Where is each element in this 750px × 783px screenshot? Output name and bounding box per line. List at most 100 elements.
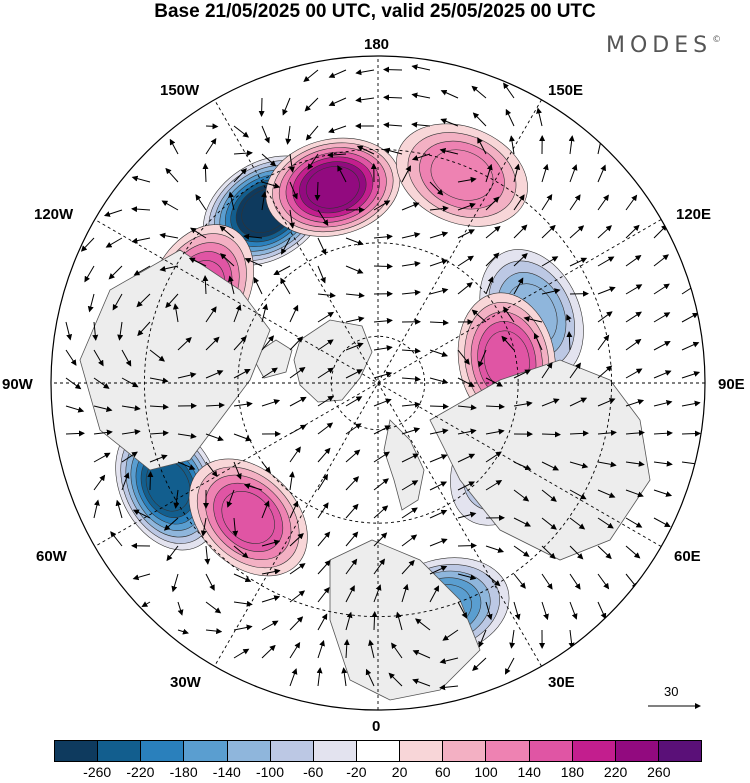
wind-vector-arrow [105,237,123,248]
wind-vector-arrow [485,573,501,587]
wind-vector-arrow [597,194,609,211]
colorbar-swatch [356,741,401,761]
wind-vector-arrow [401,534,418,547]
wind-vector-arrow [165,293,179,309]
colorbar-swatch [184,741,228,761]
wind-vector-arrow [625,545,641,559]
wind-vector-arrow [383,147,403,155]
wind-vector-arrow [485,428,505,435]
wind-vector-arrow [429,481,448,491]
wind-vector-arrow [131,237,151,244]
wind-vector-arrow [471,85,487,99]
wind-vector-arrow [289,366,306,379]
wind-vector-arrow [401,347,421,354]
wind-vector-arrow [597,573,610,590]
wind-vector-arrow [233,125,250,138]
wind-vector-arrow [383,121,403,128]
wind-vector-arrow [285,125,292,145]
wind-vector-arrow [373,263,393,270]
wind-vector-arrow [457,176,477,183]
wind-vector-arrow [261,125,270,144]
wind-vector-arrow [429,349,448,358]
wind-vector-arrow [345,558,358,575]
wind-vector-arrow [280,277,291,295]
wind-vector-arrow [345,265,364,274]
wind-vector-arrow [485,545,505,553]
wind-vector-arrow [513,517,532,527]
wind-vector-arrow [625,284,643,295]
wind-vector-arrow [289,533,304,547]
wind-vector-arrow [625,338,642,351]
wind-vector-arrow [541,362,553,379]
wind-vector-arrow [681,341,700,351]
wind-vector-arrow [569,573,581,590]
wind-vector-arrow [112,293,123,311]
wind-vector-arrow [597,334,610,351]
wind-vector-arrow [442,629,459,641]
wind-vector-arrow [429,258,448,267]
wind-vector-arrow [205,336,220,351]
wind-vector-arrow [457,453,476,463]
wind-vector-arrow [513,461,532,471]
wind-vector-arrow [65,405,85,413]
wind-vector-arrow [485,196,500,211]
wind-vector-arrow [93,429,113,436]
wind-vector-arrow [205,628,223,635]
wind-vector-arrow [233,600,253,607]
wind-vector-arrow [485,601,493,621]
wind-vector-arrow [429,565,448,575]
wind-vector-arrow [411,64,431,71]
wind-vector-arrow [597,365,613,379]
wind-vector-arrow [653,224,668,239]
wind-vector-arrow [165,167,179,183]
wind-vector-arrow [132,573,151,581]
wind-vector-arrow [65,430,85,437]
wind-vector-arrow [328,97,347,107]
wind-vector-arrow [383,66,403,73]
wind-vector-arrow [429,403,449,410]
wind-vector-arrow [202,275,209,295]
wind-vector-arrow [93,474,106,491]
wind-vector-arrow [569,194,581,211]
colorbar-tick-label: -20 [346,764,367,780]
polar-map [50,55,706,711]
lon-label-150w: 150W [160,82,200,99]
colorbar-swatch [141,741,185,761]
wind-vector-arrow [388,672,403,687]
wind-vector-arrow [485,451,502,463]
wind-vector-arrow [569,489,587,500]
wind-vector-arrow [205,601,222,614]
wind-vector-arrow [288,153,295,173]
wind-vector-arrow [205,123,219,130]
wind-vector-arrow [597,256,615,267]
wind-vector-arrow [541,545,556,560]
wind-vector-arrow [93,377,110,389]
colorbar-swatch [486,741,530,761]
wind-vector-arrow [261,500,270,519]
wind-vector-arrow [457,404,477,411]
wind-vector-arrow [411,121,431,128]
wind-vector-arrow [317,237,327,256]
reference-vector-label: 30 [664,684,679,699]
wind-vector-arrow [597,311,613,323]
wind-vector-arrow [597,225,612,239]
wind-vector-arrow [345,342,364,351]
wind-vector-arrow [355,96,375,103]
wind-vector-arrow [177,433,197,439]
wind-vector-arrow [233,433,252,442]
wind-vector-arrow [429,454,448,463]
wind-vector-arrow [171,573,179,593]
wind-vector-arrow [317,339,334,351]
colorbar-swatch [270,741,314,761]
colorbar-tick-label: -260 [83,764,112,780]
wind-vector-arrow [307,153,319,170]
wind-vector-arrow [205,402,225,409]
wind-vector-arrow [289,424,307,435]
wind-vector-arrow [243,233,263,240]
wind-vector-arrow [485,479,503,491]
wind-vector-arrow [373,317,393,324]
wind-vector-arrow [261,367,278,379]
wind-vector-arrow [233,648,250,659]
wind-vector-arrow [429,319,449,326]
colorbar-tick-label: -60 [303,764,324,780]
